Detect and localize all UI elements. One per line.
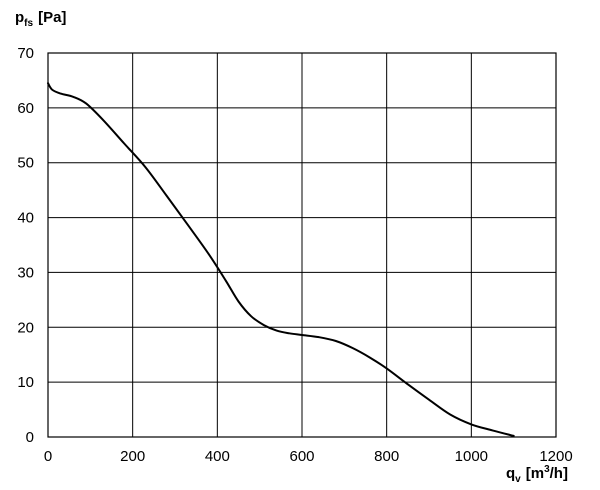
x-axis-title-main: q: [506, 465, 515, 482]
x-axis-title-sub: v: [515, 474, 521, 485]
x-tick-label: 1200: [539, 448, 572, 465]
x-axis-title-unit-sup: 3: [544, 464, 550, 475]
y-axis-title-sub: fs: [24, 18, 33, 29]
x-axis-title: qv [m3/h]: [506, 464, 568, 485]
x-tick-label: 0: [44, 448, 52, 465]
grid: [48, 53, 556, 437]
y-tick-label: 70: [17, 45, 34, 62]
tick-labels: 0 200 400 600 800 1000 1200 0 10 20 30 40 50 60 70: [17, 45, 572, 465]
series-line: [47, 82, 515, 437]
x-tick-label: 600: [289, 448, 314, 465]
x-axis-title-unit-post: /h]: [550, 465, 568, 482]
y-tick-label: 50: [17, 155, 34, 172]
y-axis-title-main: p: [15, 9, 24, 26]
y-axis-title-unit: [Pa]: [38, 9, 66, 26]
x-tick-label: 200: [120, 448, 145, 465]
plot-frame: [47, 52, 557, 438]
y-tick-label: 30: [17, 264, 34, 281]
y-tick-label: 10: [17, 374, 34, 391]
y-tick-label: 20: [17, 319, 34, 336]
x-axis-title-unit-pre: [m: [526, 465, 544, 482]
x-tick-label: 400: [205, 448, 230, 465]
y-axis-title: pfs [Pa]: [15, 9, 66, 29]
y-tick-label: 40: [17, 210, 34, 227]
x-tick-label: 1000: [455, 448, 488, 465]
y-tick-label: 60: [17, 100, 34, 117]
x-tick-label: 800: [374, 448, 399, 465]
y-tick-label: 0: [26, 429, 34, 446]
